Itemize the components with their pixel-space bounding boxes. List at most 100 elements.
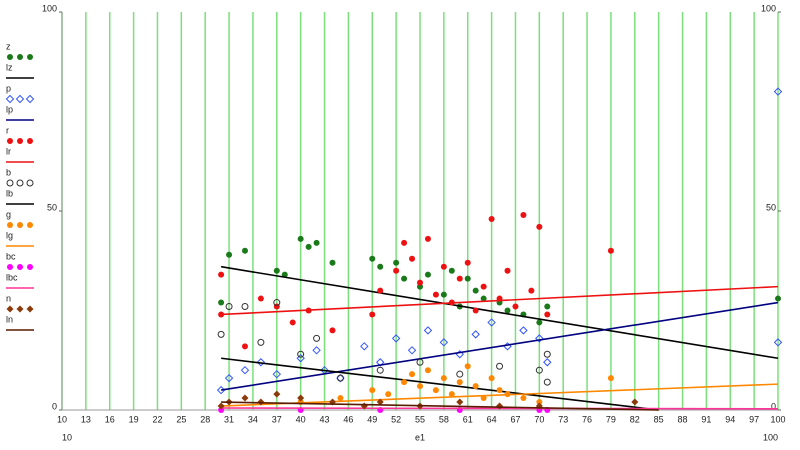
x-tick-label: 19 [129,414,139,424]
legend-marker [17,264,23,270]
point [225,303,233,311]
point [329,259,336,266]
point [424,367,431,374]
point [256,358,266,367]
point [218,299,225,306]
point [456,398,464,406]
legend-label: ln [6,314,13,324]
x-limit-low: 10 [62,432,72,442]
point [487,318,496,327]
point [504,307,511,314]
legend-label: lbc [6,272,18,282]
point [376,398,384,406]
point [297,350,305,358]
point [409,371,416,378]
point [439,338,449,347]
legend-marker [16,305,24,313]
point [773,338,783,347]
x-tick-label: 100 [770,414,785,424]
point [535,366,543,374]
point [535,334,544,343]
point [377,263,384,270]
point [312,346,321,355]
legend-marker [27,264,33,270]
x-tick-label: 28 [200,414,210,424]
legend-label: lz [6,62,13,72]
point [329,327,336,334]
point [336,374,344,382]
y-tick-label-right: 50 [766,202,776,212]
x-tick-label: 52 [391,414,401,424]
legend-label: z [6,41,11,51]
point [226,251,233,258]
point [607,247,614,254]
point [272,369,282,379]
point [471,330,480,339]
point [289,319,296,326]
legend-marker [7,222,13,228]
point [440,263,447,270]
point [440,375,447,382]
point [407,346,417,355]
point [241,303,249,311]
point [543,378,551,386]
point [631,398,639,406]
trend-line [221,401,659,411]
legend-marker [6,305,14,313]
point [313,239,320,246]
trend-line [221,383,779,407]
legend-marker [15,94,25,104]
point [369,311,376,318]
point [393,259,400,266]
point [369,387,376,394]
x-tick-label: 94 [725,414,735,424]
point [496,362,504,370]
x-tick-label: 16 [105,414,115,424]
point [543,358,552,367]
legend-label: b [6,167,11,177]
point [273,299,281,307]
point [297,394,305,402]
point [360,342,369,351]
point [224,373,234,383]
point [401,239,408,246]
point [456,275,463,282]
legend-label: g [6,209,11,219]
point [512,303,519,310]
point [296,354,305,363]
point [369,255,376,262]
x-tick-label: 88 [678,414,688,424]
point [401,275,408,282]
point [775,295,781,302]
point [448,267,455,274]
point [543,350,551,358]
y-tick-label: 50 [47,202,57,212]
point [456,370,464,378]
point [240,365,250,375]
point [448,391,455,398]
legend-label: lr [6,146,11,156]
x-axis-label: e1 [415,432,425,442]
point [480,283,487,290]
x-tick-label: 10 [57,414,67,424]
point [377,287,384,294]
point [520,211,527,218]
point [536,399,543,406]
x-tick-label: 97 [749,414,759,424]
point [488,215,495,222]
x-tick-label: 79 [606,414,616,424]
legend-marker [17,138,23,144]
point [257,295,264,302]
point [544,303,551,310]
legend-marker [27,222,33,228]
x-limit-high: 100 [763,432,778,442]
point [520,395,527,402]
point [273,267,280,274]
legend-marker [16,179,24,187]
legend-marker [27,138,33,144]
point [544,311,551,318]
x-tick-label: 34 [248,414,258,424]
point [241,394,249,402]
